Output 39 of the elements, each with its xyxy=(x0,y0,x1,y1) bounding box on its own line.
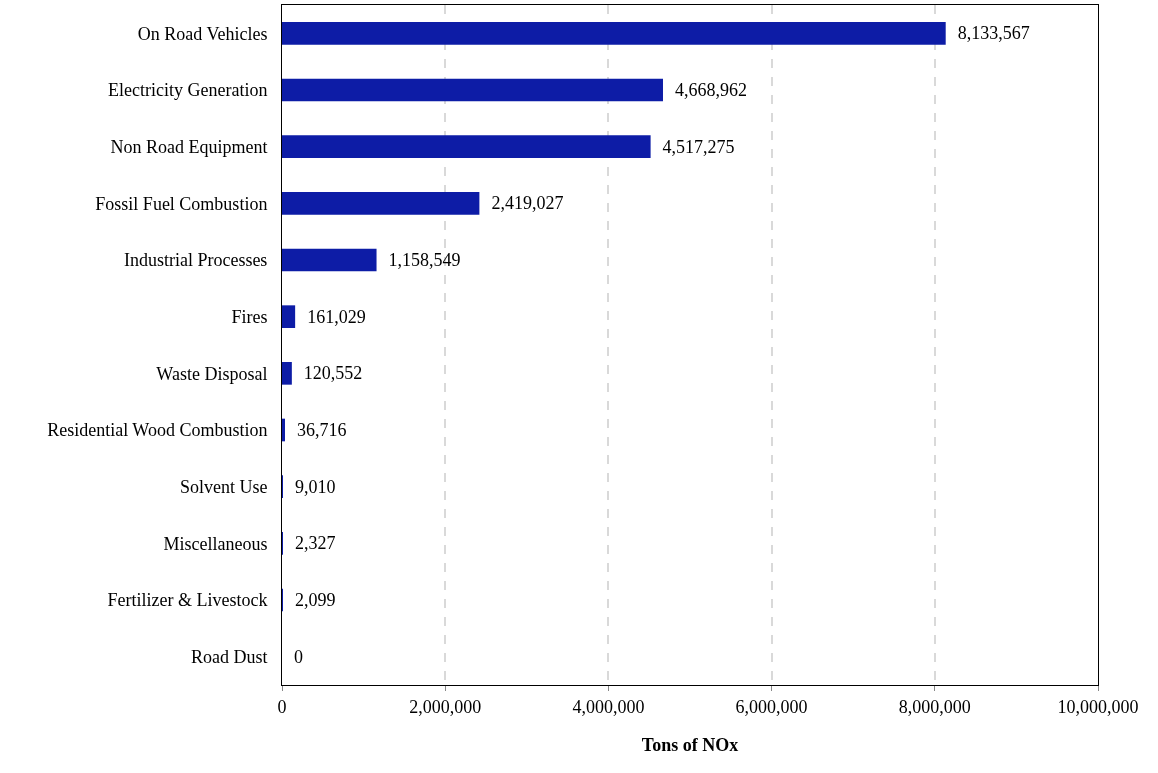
bar xyxy=(282,305,296,328)
data-label: 4,517,275 xyxy=(653,136,735,157)
y-tick-label: Industrial Processes xyxy=(123,250,268,271)
y-tick-label: Residential Wood Combustion xyxy=(47,420,268,441)
x-tick-label: 8,000,000 xyxy=(898,696,971,717)
data-label: 2,099 xyxy=(286,590,336,610)
data-label: 161,029 xyxy=(298,306,366,327)
bar xyxy=(282,192,480,215)
y-tick-label: Road Dust xyxy=(190,646,268,667)
y-tick-label: Non Road Equipment xyxy=(110,136,268,157)
data-label: 0 xyxy=(285,646,303,667)
y-tick-label: On Road Vehicles xyxy=(137,23,268,44)
data-label: 4,668,962 xyxy=(665,80,747,100)
y-tick-label: Fossil Fuel Combustion xyxy=(95,193,268,214)
x-tick-label: 4,000,000 xyxy=(572,696,645,717)
y-tick-label: Fires xyxy=(231,306,268,327)
x-axis-title: Tons of NOx xyxy=(641,734,739,755)
bar xyxy=(282,418,285,442)
x-tick-label: 10,000,000 xyxy=(1057,696,1139,717)
y-tick-label: Waste Disposal xyxy=(156,363,268,384)
y-tick-label: Miscellaneous xyxy=(163,533,268,554)
y-tick-label: Solvent Use xyxy=(179,476,268,497)
bar xyxy=(282,78,663,102)
y-tick-label: Electricity Generation xyxy=(107,80,268,101)
data-label: 9,010 xyxy=(286,476,336,497)
bar xyxy=(282,362,292,385)
data-label: 120,552 xyxy=(294,363,363,384)
data-label: 1,158,549 xyxy=(379,250,461,270)
bar xyxy=(282,22,946,45)
y-tick-label: Fertilizer & Livestock xyxy=(107,590,268,611)
data-label: 2,419,027 xyxy=(482,193,564,214)
bar xyxy=(282,135,651,158)
x-tick-label: 0 xyxy=(277,696,287,717)
bar xyxy=(282,248,377,272)
data-label: 8,133,567 xyxy=(948,23,1030,44)
data-label: 36,716 xyxy=(288,420,347,440)
x-tick-label: 2,000,000 xyxy=(409,696,482,717)
data-label: 2,327 xyxy=(286,533,336,554)
x-tick-label: 6,000,000 xyxy=(735,696,808,717)
